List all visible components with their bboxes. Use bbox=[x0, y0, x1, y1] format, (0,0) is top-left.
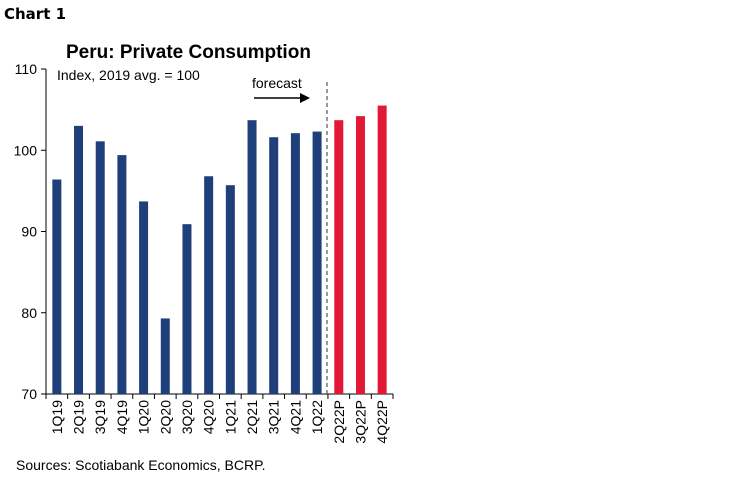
y-tick-label: 70 bbox=[21, 386, 37, 402]
bar-3q21 bbox=[269, 137, 279, 394]
bar-2q21 bbox=[247, 120, 257, 394]
x-tick-label: 3Q21 bbox=[266, 400, 282, 434]
chart-number-label: Chart 1 bbox=[4, 5, 67, 23]
x-tick-label: 1Q20 bbox=[136, 400, 152, 434]
x-tick-label: 1Q19 bbox=[49, 400, 65, 434]
source-note: Sources: Scotiabank Economics, BCRP. bbox=[16, 457, 266, 473]
chart-subtitle: Index, 2019 avg. = 100 bbox=[57, 67, 200, 83]
x-tick-label: 3Q19 bbox=[92, 400, 108, 434]
bar-4q20 bbox=[204, 176, 214, 394]
bar-2q22p bbox=[334, 120, 344, 394]
x-tick-label: 1Q21 bbox=[222, 400, 238, 434]
bar-3q22p bbox=[355, 116, 365, 394]
bar-2q19 bbox=[74, 125, 84, 394]
bar-4q19 bbox=[117, 155, 127, 394]
x-tick-label: 4Q22P bbox=[374, 400, 390, 444]
x-tick-label: 3Q20 bbox=[179, 400, 195, 434]
x-tick-label: 2Q21 bbox=[244, 400, 260, 434]
chart-title: Peru: Private Consumption bbox=[66, 42, 311, 63]
x-tick-label: 4Q19 bbox=[114, 400, 130, 434]
bar-1q21 bbox=[225, 185, 235, 394]
bar-2q20 bbox=[160, 318, 170, 394]
y-tick-label: 80 bbox=[21, 305, 37, 321]
x-tick-label: 4Q20 bbox=[201, 400, 217, 434]
x-tick-label: 1Q22 bbox=[309, 400, 325, 434]
bar-3q20 bbox=[182, 224, 192, 394]
forecast-arrow-head bbox=[300, 93, 310, 103]
y-tick-label: 110 bbox=[15, 61, 38, 77]
bars bbox=[52, 105, 387, 394]
bar-4q21 bbox=[290, 133, 300, 394]
bar-3q19 bbox=[95, 141, 105, 394]
y-tick-label: 100 bbox=[14, 142, 38, 158]
y-axis-ticks: 70 80 90 100 110 bbox=[14, 61, 46, 402]
x-tick-label: 3Q22P bbox=[352, 400, 368, 444]
bar-1q19 bbox=[52, 179, 62, 394]
x-tick-label: 2Q22P bbox=[331, 400, 347, 444]
x-tick-label: 4Q21 bbox=[287, 400, 303, 434]
x-tick-label: 2Q19 bbox=[71, 400, 87, 434]
x-tick-label: 2Q20 bbox=[157, 400, 173, 434]
x-axis-ticks: 1Q19 2Q19 3Q19 4Q19 1Q20 2Q20 3Q20 4Q20 1Q21 2Q21… bbox=[45, 394, 394, 444]
bar-4q22p bbox=[377, 105, 387, 394]
forecast-annotation: forecast bbox=[252, 75, 302, 91]
bar-1q20 bbox=[139, 201, 149, 394]
y-tick-label: 90 bbox=[21, 224, 37, 240]
bar-1q22 bbox=[312, 131, 322, 394]
